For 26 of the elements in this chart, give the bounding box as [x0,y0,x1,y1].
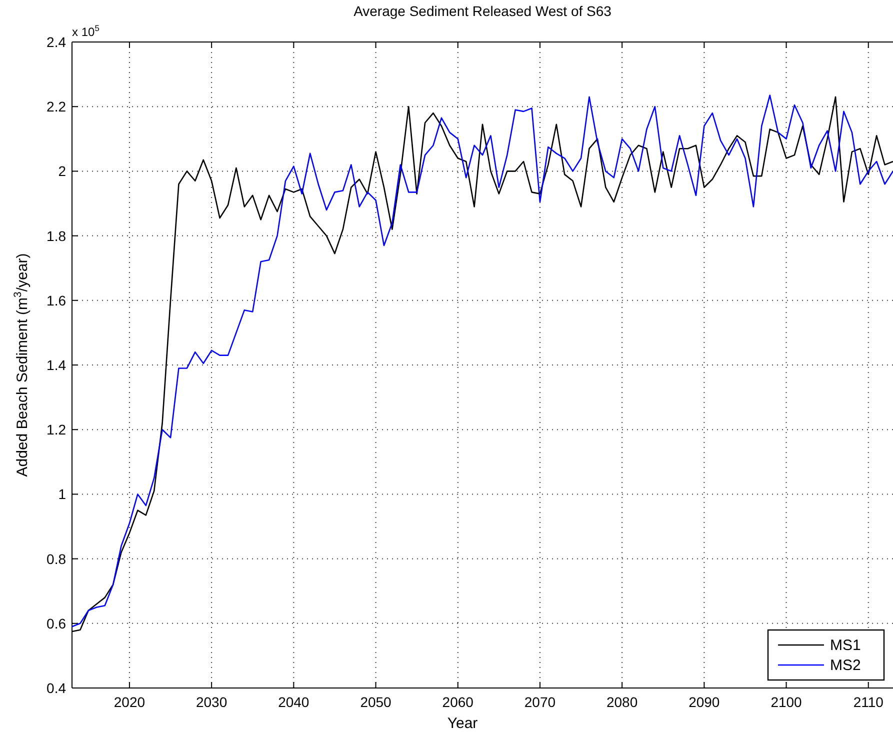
x-tick-label: 2080 [606,694,638,710]
text: x 10$^{5}$ [72,23,100,39]
legend-label: MS2 [830,657,861,674]
y-tick-label: 1 [58,486,66,502]
x-tick-label: 2110 [853,694,884,710]
x-tick-label: 2100 [770,694,802,710]
x-axis-title: Year [447,715,478,732]
x-tick-label: 2040 [278,694,310,710]
x-tick-label: 2020 [114,694,146,710]
chart-title: Average Sediment Released West of S63 [354,3,612,19]
x-tick-label: 2030 [196,694,228,710]
y-tick-label: 0.6 [46,615,66,632]
y-tick-label: 1.8 [46,228,66,244]
y-tick-label: 0.8 [46,550,66,567]
x-tick-label: 2060 [442,694,474,710]
y-tick-label: 1.6 [46,292,66,308]
y-tick-label: 1.4 [46,357,66,373]
y-tick-label: 2 [58,163,66,180]
x-tick-label: 2050 [360,694,392,710]
x-tick-label: 2090 [688,694,720,710]
y-tick-label: 0.4 [46,680,66,696]
y-tick-label: 1.2 [46,422,66,438]
x-tick-label: 2070 [524,694,556,710]
y-tick-label: 2.2 [46,98,66,115]
legend-label: MS1 [830,637,861,654]
y-tick-label: 2.4 [46,34,66,50]
